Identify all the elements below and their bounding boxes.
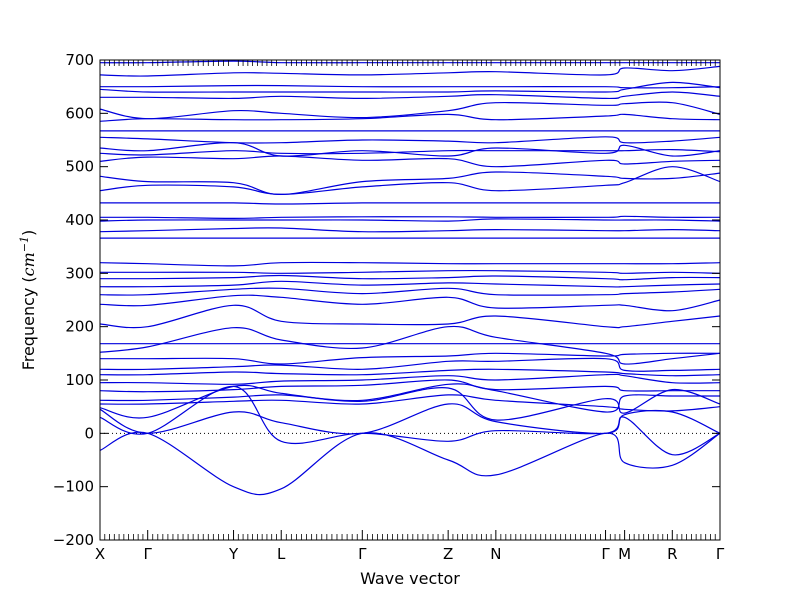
band-curve-24 bbox=[99, 215, 721, 220]
band-curve-11 bbox=[100, 352, 721, 365]
band-curve-28 bbox=[99, 155, 721, 168]
band-curve-7 bbox=[99, 379, 720, 393]
band-curve-37 bbox=[99, 84, 721, 89]
band-curve-12 bbox=[99, 325, 721, 365]
band-curve-19 bbox=[100, 269, 721, 274]
band-curve-10 bbox=[99, 357, 721, 372]
band-curve-23 bbox=[99, 218, 721, 222]
band-curve-3 bbox=[99, 403, 721, 435]
y-tick-label: −100 bbox=[53, 478, 94, 496]
band-curves bbox=[99, 60, 721, 496]
y-ticks: −200 −100 0 100 200 300 400 500 600 700 bbox=[53, 51, 720, 549]
x-tick-label-10: Γ bbox=[716, 545, 725, 563]
y-tick-label: 200 bbox=[65, 318, 94, 336]
band-curve-33 bbox=[99, 113, 721, 122]
band-curve-39 bbox=[99, 60, 720, 64]
x-tick-label-6: N bbox=[490, 545, 501, 563]
plot-frame bbox=[99, 59, 721, 541]
band-curve-6 bbox=[99, 383, 720, 413]
x-tick-label-2: Y bbox=[228, 545, 239, 563]
x-tick-label-5: Z bbox=[443, 545, 453, 563]
y-tick-label: 700 bbox=[65, 51, 94, 69]
band-curve-22 bbox=[99, 227, 721, 233]
x-tick-label-7: Γ bbox=[601, 545, 610, 563]
y-tick-label: 300 bbox=[65, 264, 94, 282]
band-curve-4 bbox=[99, 384, 721, 421]
band-curve-5 bbox=[99, 394, 721, 412]
band-curve-2 bbox=[99, 385, 721, 456]
band-curve-34 bbox=[99, 101, 721, 120]
band-curve-31 bbox=[99, 136, 721, 144]
y-tick-label: 600 bbox=[65, 104, 94, 122]
band-curve-29 bbox=[99, 148, 721, 156]
x-tick-label-3: L bbox=[277, 545, 286, 563]
x-tick-label-8: M bbox=[618, 545, 631, 563]
band-curve-15 bbox=[99, 294, 721, 312]
band-curve-38 bbox=[99, 65, 721, 77]
y-axis-unit-exponent: −1 bbox=[18, 236, 31, 252]
x-tick-label-0: X bbox=[95, 545, 105, 563]
band-curve-1 bbox=[99, 431, 721, 496]
y-tick-label: 0 bbox=[84, 424, 94, 442]
band-curve-36 bbox=[99, 81, 721, 93]
y-axis-label-text: Frequency bbox=[19, 288, 38, 371]
band-curve-8 bbox=[99, 373, 721, 385]
band-curve-25 bbox=[99, 202, 720, 205]
band-curve-35 bbox=[99, 91, 721, 100]
x-tick-label-9: R bbox=[667, 545, 677, 563]
y-tick-label: −200 bbox=[53, 531, 94, 549]
y-axis-unit: cm bbox=[19, 252, 38, 276]
band-curve-9 bbox=[99, 368, 721, 377]
x-tick-label-4: Γ bbox=[358, 545, 367, 563]
band-curve-26 bbox=[99, 166, 721, 196]
band-curve-16 bbox=[99, 287, 721, 296]
y-axis-label: Frequency (cm−1) bbox=[18, 230, 38, 371]
band-curve-20 bbox=[99, 261, 721, 267]
band-curve-14 bbox=[99, 304, 721, 329]
x-axis-label: Wave vector bbox=[360, 569, 460, 588]
band-curve-27 bbox=[99, 171, 721, 196]
y-tick-label: 100 bbox=[65, 371, 94, 389]
y-tick-label: 400 bbox=[65, 211, 94, 229]
band-curve-17 bbox=[99, 280, 721, 288]
band-curve-30 bbox=[99, 142, 721, 157]
y-tick-label: 500 bbox=[65, 158, 94, 176]
band-curve-18 bbox=[99, 274, 721, 281]
x-tick-label-1: Γ bbox=[144, 545, 153, 563]
